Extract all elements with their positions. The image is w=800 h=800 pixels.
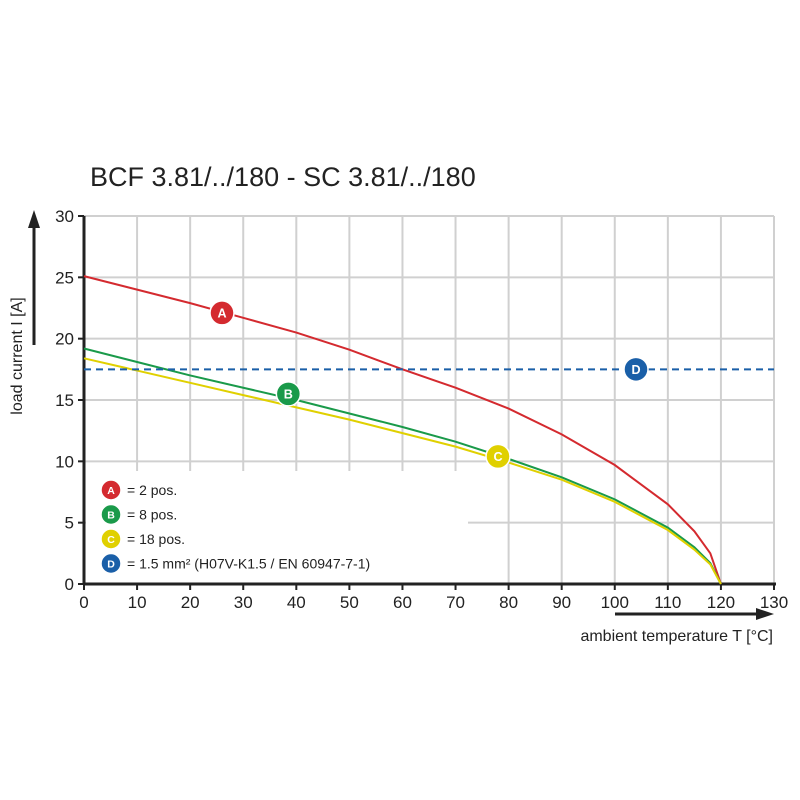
- x-tick-label: 10: [128, 593, 147, 612]
- y-tick-label: 25: [55, 268, 74, 287]
- y-tick-label: 20: [55, 330, 74, 349]
- legend-badge-a-letter: A: [107, 485, 115, 497]
- series-line-a: [83, 275, 722, 585]
- axes: 0 10 20 30 40 50 60 70 80 90 100 110 120 130 0 5 10 15 20 2…: [28, 207, 788, 620]
- y-axis-label: load current I [A]: [9, 297, 26, 414]
- x-tick-label: 20: [181, 593, 200, 612]
- x-tick-label: 0: [79, 593, 88, 612]
- x-tick-label: 60: [393, 593, 412, 612]
- legend-badge-d-circle: [100, 552, 122, 575]
- x-arrow-head: [756, 608, 774, 620]
- x-tick-label: 130: [760, 593, 788, 612]
- series-label-b-letter: B: [284, 388, 293, 402]
- x-tick-label: 50: [340, 593, 359, 612]
- y-tick-label: 30: [55, 207, 74, 226]
- series-label-a-circle: [209, 300, 235, 326]
- y-arrow-head: [28, 210, 40, 228]
- y-tick-label: 15: [55, 391, 74, 410]
- x-tick-label: 100: [601, 593, 629, 612]
- series-line-b: [83, 347, 722, 585]
- series-label-b-circle: [275, 381, 302, 407]
- legend-badge-c-circle: [100, 528, 122, 550]
- x-tick-label: 120: [707, 593, 735, 612]
- legend-badge-b-letter: B: [107, 510, 115, 522]
- legend-badge-a-circle: [100, 479, 122, 501]
- legend-badge-c-letter: C: [107, 534, 115, 546]
- legend-badge-d-letter: D: [107, 559, 115, 571]
- x-tick-label: 30: [234, 593, 253, 612]
- legend-text-a: = 2 pos.: [127, 482, 177, 498]
- legend-background: [86, 471, 468, 583]
- x-tick-label: 90: [552, 593, 571, 612]
- series-label-d-circle: [623, 356, 649, 383]
- series-label-c-circle: [485, 443, 511, 470]
- x-tick-label: 110: [654, 593, 681, 612]
- x-tick-label: 40: [287, 593, 306, 612]
- series-line-c: [83, 357, 722, 585]
- y-tick-label: 0: [65, 575, 74, 594]
- legend-text-b: = 8 pos.: [127, 507, 177, 523]
- y-tick-label: 5: [65, 514, 74, 533]
- legend-badge-b-circle: [100, 503, 122, 526]
- chart-title: BCF 3.81/../180 - SC 3.81/../180: [90, 162, 476, 192]
- x-tick-label: 80: [499, 593, 518, 612]
- x-axis-label: ambient temperature T [°C]: [580, 628, 773, 645]
- legend-text-c: = 18 pos.: [127, 531, 185, 547]
- series-label-c-letter: C: [493, 450, 502, 464]
- series-label-d-letter: D: [631, 363, 640, 377]
- legend-text-d: = 1.5 mm² (H07V-K1.5 / EN 60947-7-1): [127, 556, 370, 572]
- y-tick-label: 10: [55, 452, 74, 471]
- x-tick-label: 70: [446, 593, 465, 612]
- series-label-a-letter: A: [217, 307, 226, 321]
- legend: A = 2 pos. B = 8 pos. C = 18 pos. D = 1.5 mm² (…: [100, 479, 370, 575]
